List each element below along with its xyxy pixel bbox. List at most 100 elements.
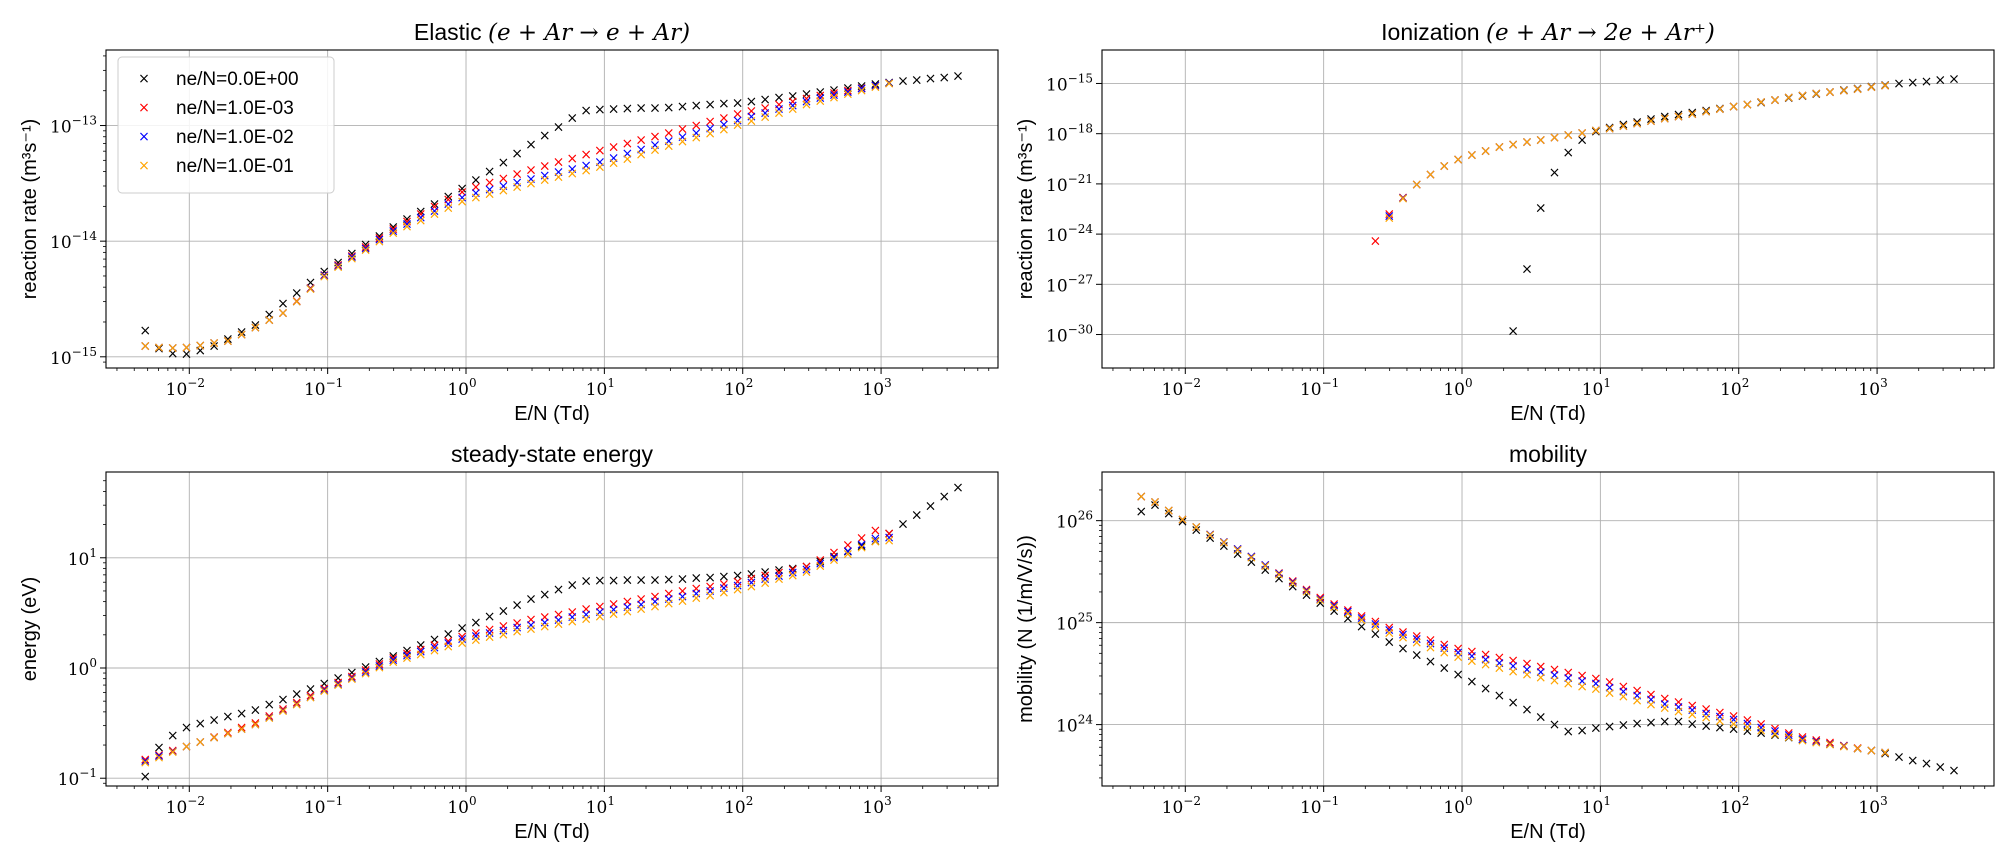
data-point: × [1535,201,1547,217]
data-point: × [704,579,716,595]
data-point: × [1742,724,1754,740]
data-point: × [1507,137,1519,153]
data-point: × [1838,83,1850,99]
data-point: × [1438,158,1450,174]
data-point: × [1549,673,1561,689]
data-point: × [1645,114,1657,130]
data-point: × [663,596,675,612]
data-point: × [1714,713,1726,729]
data-point: × [718,581,730,597]
data-point: × [1700,701,1712,717]
data-point: × [690,130,702,146]
data-point: × [470,632,482,648]
data-point: × [1590,123,1602,139]
data-point: × [801,97,813,113]
data-point: × [1246,554,1258,570]
y-tick-label: 10−15 [50,345,97,369]
data-point: × [236,327,248,343]
data-point: × [1466,653,1478,669]
data-point: × [759,92,771,108]
y-axis-label: energy (eV) [19,577,41,682]
data-point: × [938,70,950,86]
data-point: × [1342,604,1354,620]
data-point: × [1438,661,1450,677]
data-point: × [663,591,675,607]
data-point: × [1466,674,1478,690]
data-point: × [1438,158,1450,174]
data-point: × [429,207,441,223]
data-point: × [194,716,206,732]
data-point: × [1645,692,1657,708]
data-point: × [635,601,647,617]
data-point: × [277,305,289,321]
data-point: × [1163,503,1175,519]
y-tick-label: 10−13 [50,114,97,138]
data-point: × [1645,112,1657,128]
data-point: × [263,709,275,725]
data-point: × [1218,534,1230,550]
data-point: × [1342,611,1354,627]
data-point: × [401,643,413,659]
data-point: × [1852,81,1864,97]
data-point: × [1549,130,1561,146]
data-point: × [1728,716,1740,732]
data-point: × [553,616,565,632]
data-point: × [1549,165,1561,181]
x-tick-label: 100 [447,376,476,400]
x-tick-label: 10−2 [166,376,205,400]
data-point: × [677,129,689,145]
data-point: × [153,749,165,765]
data-point: × [442,639,454,655]
data-point: × [511,620,523,636]
data-point: × [814,559,826,575]
data-point: × [1590,124,1602,140]
data-point: × [1824,736,1836,752]
data-point: × [1686,106,1698,122]
data-point: × [1769,92,1781,108]
data-point: × [690,98,702,114]
data-point: × [856,539,868,555]
data-points: ××××××××××××××××××××××××××××××××××××××××… [1135,489,1960,779]
data-point: × [1728,708,1740,724]
data-point: × [1521,656,1533,672]
data-point: × [360,666,372,682]
data-point: × [580,602,592,618]
data-point: × [1810,86,1822,102]
data-point: × [1755,95,1767,111]
data-point: × [1866,79,1878,95]
y-tick-label: 1025 [1056,611,1093,635]
data-point: × [1631,116,1643,132]
data-point: × [1287,576,1299,592]
data-point: × [1314,596,1326,612]
data-point: × [608,139,620,155]
data-point: × [1232,546,1244,562]
data-point: × [291,294,303,310]
data-point: × [1866,743,1878,759]
data-point: × [773,563,785,579]
data-point: × [1549,662,1561,678]
data-point: × [346,665,358,681]
data-point: × [1383,623,1395,639]
data-point: × [1631,116,1643,132]
data-point: × [1370,627,1382,643]
data-point: × [1686,105,1698,121]
data-point: × [1742,720,1754,736]
data-point: × [883,75,895,91]
data-point: × [1301,587,1313,603]
data-point: × [1204,527,1216,543]
data-point: × [1149,497,1161,513]
data-point: × [1383,210,1395,226]
data-point: × [1659,696,1671,712]
data-point: × [291,696,303,712]
data-point: × [1190,520,1202,536]
series-1: ××××××××××××××××××××××××××××××××××××××××… [139,480,964,785]
data-point: × [1631,688,1643,704]
data-point: × [1631,683,1643,699]
data-point: × [346,672,358,688]
data-point: × [1259,558,1271,574]
y-tick-label: 10−14 [50,229,97,253]
data-point: × [1397,191,1409,207]
data-point: × [236,327,248,343]
data-point: × [167,743,179,759]
data-point: × [1645,697,1657,713]
